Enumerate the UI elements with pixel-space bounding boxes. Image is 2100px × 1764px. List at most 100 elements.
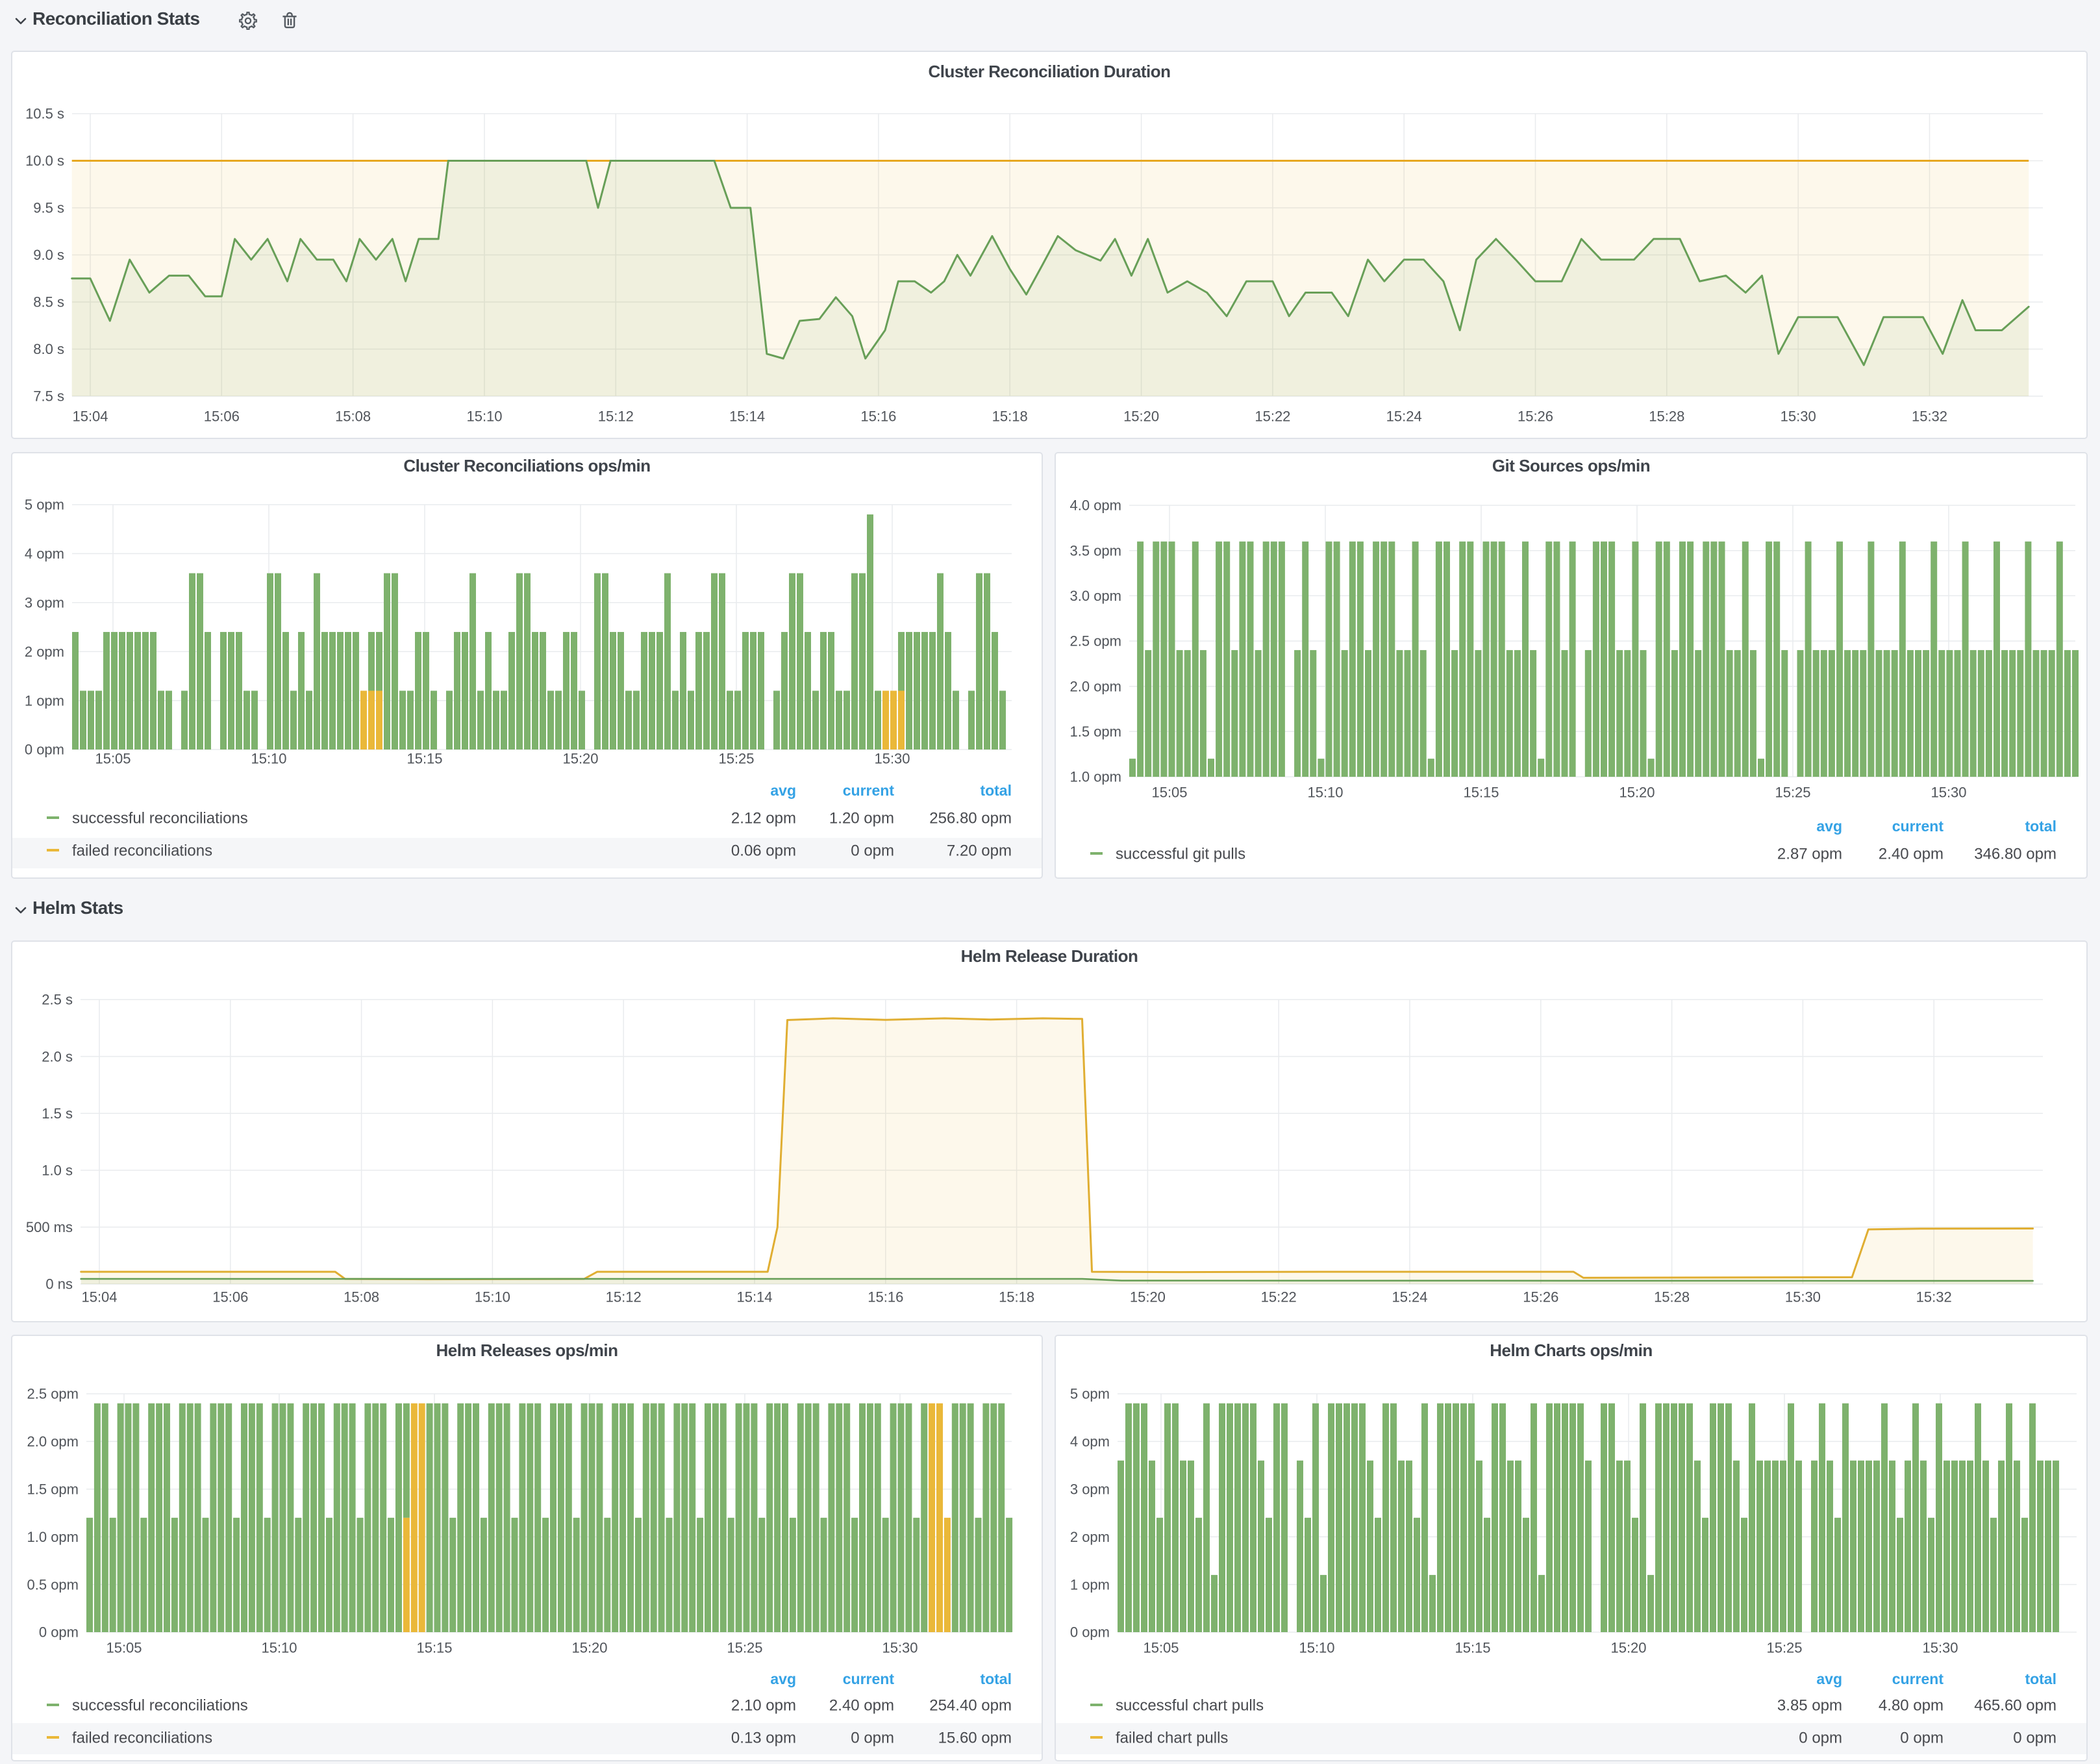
svg-text:15:18: 15:18: [999, 1289, 1034, 1305]
svg-text:15:08: 15:08: [335, 409, 371, 425]
svg-text:465.60 opm: 465.60 opm: [1974, 1696, 2056, 1714]
svg-text:15:10: 15:10: [1307, 785, 1343, 801]
svg-text:15:28: 15:28: [1654, 1289, 1690, 1305]
svg-text:15:05: 15:05: [1143, 1640, 1179, 1656]
svg-text:15:22: 15:22: [1255, 409, 1290, 425]
svg-text:15:22: 15:22: [1261, 1289, 1297, 1305]
svg-text:4 opm: 4 opm: [25, 546, 64, 562]
svg-text:15:25: 15:25: [718, 751, 754, 767]
svg-text:15:20: 15:20: [571, 1640, 607, 1656]
svg-text:current: current: [1892, 1670, 1944, 1687]
svg-text:15:30: 15:30: [1785, 1289, 1821, 1305]
svg-text:Helm Releases ops/min: Helm Releases ops/min: [436, 1341, 618, 1360]
svg-text:0 opm: 0 opm: [1070, 1624, 1110, 1641]
svg-text:3.5 opm: 3.5 opm: [1070, 542, 1122, 559]
svg-text:4.80 opm: 4.80 opm: [1879, 1696, 1944, 1714]
svg-text:3.85 opm: 3.85 opm: [1777, 1696, 1842, 1714]
svg-text:15:10: 15:10: [466, 409, 502, 425]
svg-text:3.0 opm: 3.0 opm: [1070, 588, 1122, 604]
svg-text:15:20: 15:20: [562, 751, 598, 767]
svg-text:15:14: 15:14: [736, 1289, 772, 1305]
svg-text:1.20 opm: 1.20 opm: [829, 809, 894, 827]
svg-text:15:06: 15:06: [212, 1289, 248, 1305]
svg-text:2.5 opm: 2.5 opm: [27, 1386, 79, 1402]
svg-text:2.40 opm: 2.40 opm: [1879, 845, 1944, 863]
svg-text:15:28: 15:28: [1649, 409, 1684, 425]
svg-text:254.40 opm: 254.40 opm: [929, 1696, 1012, 1714]
svg-text:15:18: 15:18: [992, 409, 1028, 425]
svg-text:avg: avg: [1816, 818, 1842, 835]
svg-text:4.0 opm: 4.0 opm: [1070, 498, 1122, 514]
svg-text:successful git pulls: successful git pulls: [1116, 845, 1245, 863]
svg-text:15:04: 15:04: [72, 409, 108, 425]
svg-text:15:20: 15:20: [1610, 1640, 1646, 1656]
svg-text:0 opm: 0 opm: [851, 842, 894, 859]
svg-text:7.5 s: 7.5 s: [33, 388, 64, 405]
svg-text:15:16: 15:16: [860, 409, 896, 425]
svg-text:total: total: [980, 782, 1012, 799]
svg-text:15:25: 15:25: [1775, 785, 1810, 801]
svg-text:15:30: 15:30: [882, 1640, 918, 1656]
svg-text:0 opm: 0 opm: [25, 742, 64, 758]
svg-text:failed reconciliations: failed reconciliations: [72, 1729, 212, 1746]
svg-text:1 opm: 1 opm: [1070, 1576, 1110, 1593]
svg-text:15:26: 15:26: [1523, 1289, 1558, 1305]
svg-text:2.0 s: 2.0 s: [42, 1048, 73, 1065]
svg-text:15:10: 15:10: [261, 1640, 297, 1656]
svg-text:5 opm: 5 opm: [25, 497, 64, 513]
svg-text:8.0 s: 8.0 s: [33, 341, 64, 357]
svg-text:0 opm: 0 opm: [1900, 1729, 1944, 1746]
svg-text:avg: avg: [770, 1670, 796, 1687]
svg-text:15:12: 15:12: [598, 409, 634, 425]
svg-text:avg: avg: [770, 782, 796, 799]
svg-text:1 opm: 1 opm: [25, 692, 64, 709]
svg-text:15:14: 15:14: [729, 409, 765, 425]
svg-text:15:04: 15:04: [81, 1289, 117, 1305]
svg-text:15:10: 15:10: [1299, 1640, 1334, 1656]
svg-text:successful reconciliations: successful reconciliations: [72, 809, 248, 827]
svg-text:total: total: [2025, 1670, 2056, 1687]
svg-text:15:20: 15:20: [1123, 409, 1159, 425]
svg-text:2.10 opm: 2.10 opm: [731, 1696, 796, 1714]
svg-text:10.5 s: 10.5 s: [25, 106, 64, 122]
svg-text:15:32: 15:32: [1916, 1289, 1952, 1305]
svg-text:15:12: 15:12: [606, 1289, 642, 1305]
svg-text:15:15: 15:15: [1455, 1640, 1490, 1656]
svg-text:2.0 opm: 2.0 opm: [1070, 678, 1122, 694]
svg-text:15:20: 15:20: [1619, 785, 1655, 801]
svg-text:0.06 opm: 0.06 opm: [731, 842, 796, 859]
svg-text:Helm Charts ops/min: Helm Charts ops/min: [1490, 1341, 1653, 1360]
svg-text:15:10: 15:10: [251, 751, 286, 767]
svg-text:9.0 s: 9.0 s: [33, 247, 64, 263]
svg-text:15:08: 15:08: [344, 1289, 379, 1305]
svg-text:1.5 opm: 1.5 opm: [1070, 724, 1122, 740]
svg-text:successful chart pulls: successful chart pulls: [1116, 1696, 1264, 1714]
svg-text:2.12 opm: 2.12 opm: [731, 809, 796, 827]
svg-text:0 ns: 0 ns: [45, 1276, 73, 1292]
svg-text:Cluster Reconciliations ops/mi: Cluster Reconciliations ops/min: [403, 456, 650, 475]
svg-text:failed chart pulls: failed chart pulls: [1116, 1729, 1228, 1746]
svg-text:0.5 opm: 0.5 opm: [27, 1576, 79, 1593]
svg-text:5 opm: 5 opm: [1070, 1386, 1110, 1402]
svg-text:total: total: [980, 1670, 1012, 1687]
svg-text:2.0 opm: 2.0 opm: [27, 1433, 79, 1450]
svg-text:0 opm: 0 opm: [851, 1729, 894, 1746]
svg-text:0.13 opm: 0.13 opm: [731, 1729, 796, 1746]
svg-text:15:10: 15:10: [475, 1289, 510, 1305]
svg-text:15:05: 15:05: [95, 751, 131, 767]
svg-text:1.0 opm: 1.0 opm: [27, 1529, 79, 1545]
svg-text:total: total: [2025, 818, 2056, 835]
svg-text:15:06: 15:06: [204, 409, 240, 425]
svg-text:15:16: 15:16: [868, 1289, 903, 1305]
svg-text:1.5 s: 1.5 s: [42, 1105, 73, 1122]
svg-text:8.5 s: 8.5 s: [33, 294, 64, 310]
svg-text:1.0 opm: 1.0 opm: [1070, 769, 1122, 785]
svg-text:avg: avg: [1816, 1670, 1842, 1687]
svg-text:2 opm: 2 opm: [25, 644, 64, 660]
svg-text:0 opm: 0 opm: [39, 1624, 79, 1641]
svg-text:current: current: [843, 782, 895, 799]
svg-text:2.87 opm: 2.87 opm: [1777, 845, 1842, 863]
svg-text:15:15: 15:15: [406, 751, 442, 767]
svg-text:15:30: 15:30: [1931, 785, 1966, 801]
svg-text:15:25: 15:25: [727, 1640, 762, 1656]
